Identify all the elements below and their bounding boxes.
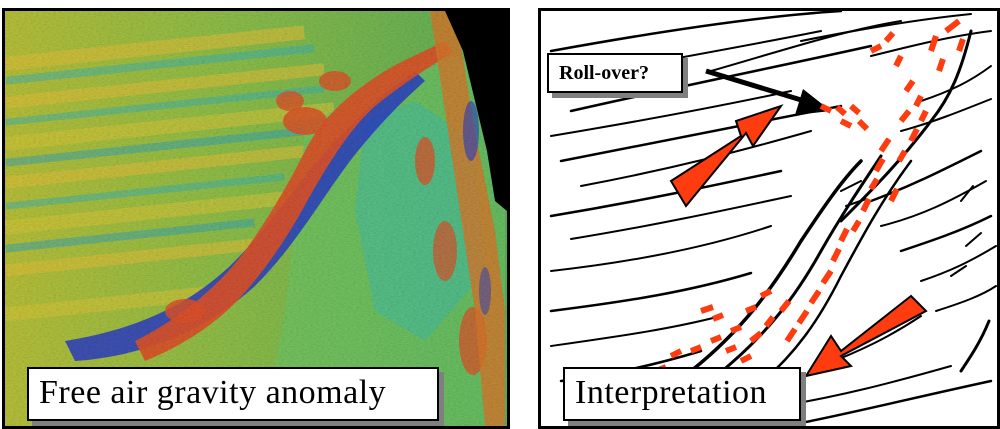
rollover-annotation: Roll-over? [547, 53, 683, 93]
gravity-map-panel: Free air gravity anomaly [2, 8, 510, 429]
gravity-map-caption: Free air gravity anomaly [27, 367, 439, 421]
gravity-map-image [5, 11, 507, 426]
interpretation-panel: Roll-over? Interpretation [538, 8, 1000, 429]
red-arrow-upper [669, 104, 784, 208]
interpretation-drawing [549, 11, 997, 425]
interpretation-caption: Interpretation [563, 367, 801, 421]
red-arrow-lower [803, 294, 928, 378]
rollover-arrow [705, 68, 831, 115]
